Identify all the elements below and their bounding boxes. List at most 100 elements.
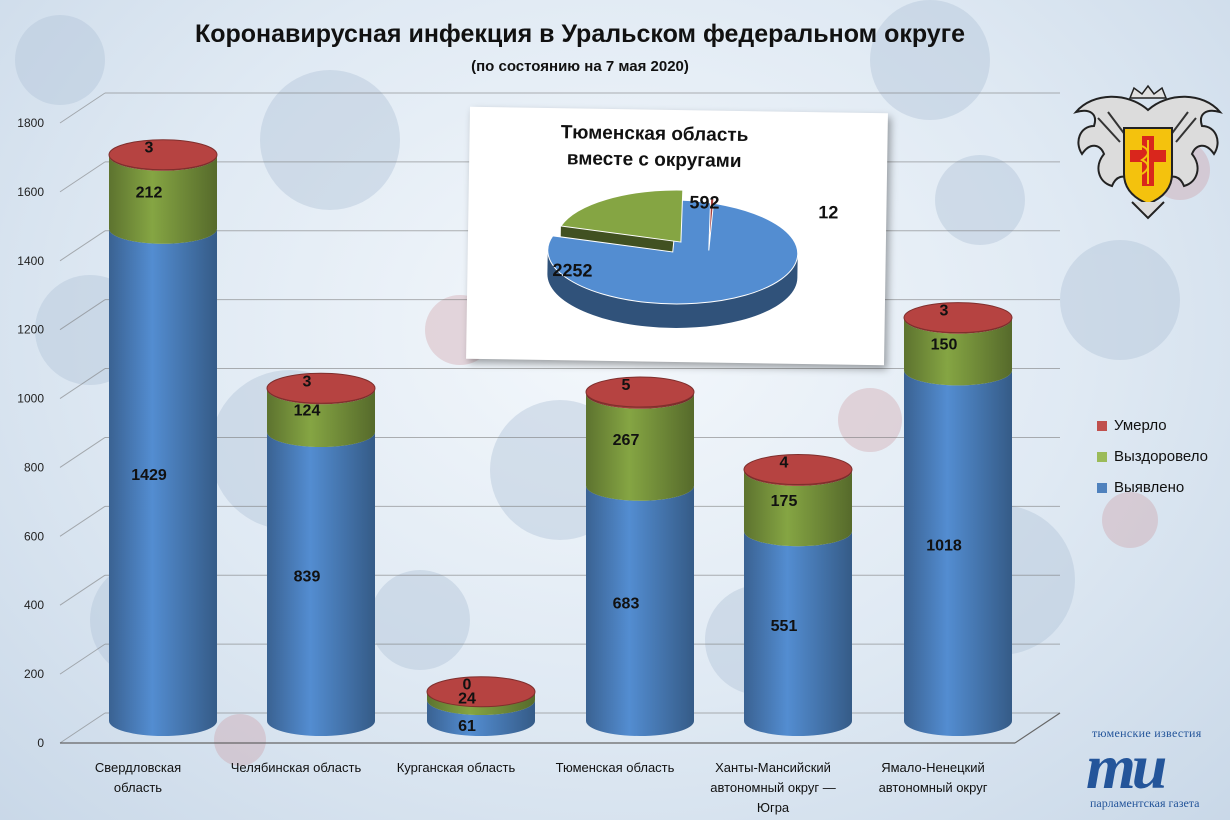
gridline-side: [59, 574, 106, 606]
y-tick-label: 200: [24, 667, 44, 681]
data-label-died: 3: [303, 373, 312, 390]
pie-label-recovered: 592: [689, 192, 719, 212]
x-category-label-line: Югра: [756, 800, 790, 815]
bar-top-cap: [108, 139, 218, 171]
legend-swatch-died: [1097, 420, 1107, 431]
x-category-label: Ямало-Ненецкий автономный округ: [848, 758, 1018, 798]
data-label-recovered: 267: [613, 432, 640, 449]
pie-chart: 2252 592 12: [547, 189, 839, 328]
pie-slice-recovered: [560, 189, 684, 243]
bar-segment-detected: [267, 432, 375, 736]
pie-title: Тюменская область вместе с округами: [529, 120, 780, 176]
y-tick-label: 1400: [17, 254, 44, 268]
x-category-label-line: автономный округ: [878, 780, 988, 795]
brand-top-text: тюменские известия: [1092, 726, 1202, 740]
gridline-side: [59, 712, 106, 744]
x-category-label-line: Тюменская область: [555, 760, 675, 775]
bar-top-cap: [426, 676, 536, 708]
pie-slice-died: [708, 198, 715, 251]
pie-slice-detected: [547, 199, 799, 305]
bar-segment-detected: [109, 228, 217, 737]
legend-label-recovered: Выздоровело: [1114, 448, 1209, 465]
gridline-side: [59, 368, 106, 399]
gridline-side: [59, 230, 106, 262]
bar-segment-detected: [586, 485, 694, 736]
data-label-recovered: 124: [294, 403, 321, 420]
pie-title-line-2: вместе с округами: [566, 148, 742, 173]
bar-segment-recovered: [586, 393, 694, 501]
x-category-label-line: Ямало-Ненецкий: [881, 760, 985, 775]
gridline-side: [59, 505, 106, 537]
bar-segment-recovered: [427, 691, 535, 715]
legend-item-died: Умерло: [1097, 410, 1208, 441]
x-category-label-line: Курганская область: [396, 760, 516, 775]
pie-label-detected: 2252: [552, 260, 592, 281]
legend-swatch-detected: [1097, 482, 1107, 493]
bar-stack: [743, 454, 853, 736]
data-label-detected: 683: [613, 595, 640, 612]
bar-segment-detected: [427, 699, 535, 736]
pie-inset: Тюменская область вместе с округами 2252…: [466, 106, 888, 366]
y-tick-label: 400: [24, 598, 44, 612]
data-label-died: 0: [463, 677, 472, 694]
y-tick-label: 0: [37, 736, 44, 750]
chart-subtitle: (по состоянию на 7 мая 2020): [471, 58, 689, 75]
data-label-died: 3: [145, 140, 154, 157]
rospotrebnadzor-emblem-icon: [1073, 84, 1223, 220]
data-label-recovered: 24: [458, 691, 476, 708]
y-tick-label: 800: [24, 460, 44, 474]
x-category-label: Свердловская область: [53, 758, 223, 798]
pie-title-line-1: Тюменская область: [560, 122, 749, 147]
y-tick-label: 600: [24, 529, 44, 543]
x-category-label-line: Ханты-Мансийский: [715, 760, 831, 775]
bar-top-cap: [743, 454, 853, 486]
bar-top-cap: [585, 376, 695, 408]
x-category-label: Тюменская область: [530, 758, 700, 778]
x-category-label-line: автономный округ —: [710, 780, 836, 795]
y-tick-label: 1000: [17, 392, 44, 406]
bar-stack: [426, 676, 536, 736]
brand-letters: ти: [1086, 731, 1167, 802]
x-category-label-line: Челябинская область: [230, 760, 362, 775]
legend-label-detected: Выявлено: [1114, 479, 1185, 496]
x-category-label: Ханты-Мансийский автономный округ — Югра: [688, 758, 858, 818]
bar-segment-recovered: [904, 318, 1012, 386]
legend-label-died: Умерло: [1114, 417, 1167, 434]
x-category-label-line: Свердловская: [94, 760, 182, 775]
legend-swatch-recovered: [1097, 451, 1107, 462]
bar-stack: [585, 376, 695, 736]
legend-item-detected: Выявлено: [1097, 472, 1208, 503]
brand-bottom-text: парламентская газета: [1090, 796, 1200, 810]
data-label-died: 5: [622, 377, 631, 394]
bar-segment-recovered: [267, 389, 375, 448]
legend: Умерло Выздоровело Выявлено: [1097, 410, 1208, 503]
data-label-died: 4: [780, 455, 789, 472]
data-label-detected: 839: [294, 569, 321, 586]
bar-segment-detected: [744, 531, 852, 736]
data-label-recovered: 175: [771, 493, 798, 510]
data-label-detected: 1429: [131, 467, 167, 484]
gridline-side: [59, 643, 106, 675]
y-tick-label: 1600: [17, 185, 44, 199]
bar-top-cap: [266, 372, 376, 404]
bar-segment-detected: [904, 370, 1012, 736]
chart-title: Коронавирусная инфекция в Уральском феде…: [194, 20, 966, 48]
data-label-detected: 551: [771, 618, 798, 635]
x-category-label: Челябинская область: [211, 758, 381, 778]
gridline-side: [59, 437, 106, 468]
data-label-died: 3: [940, 303, 949, 320]
bar-segment-recovered: [744, 470, 852, 547]
x-category-label-line: область: [113, 780, 163, 795]
data-label-detected: 61: [458, 718, 476, 735]
gridline-side: [59, 161, 106, 193]
y-tick-label: 1800: [17, 116, 44, 130]
legend-item-recovered: Выздоровело: [1097, 441, 1208, 472]
bar-segment-recovered: [109, 155, 217, 244]
gridline-side: [59, 92, 106, 124]
gridline-side: [59, 299, 106, 331]
x-axis-depth: [1014, 712, 1061, 744]
brand-logo: тюменские известия ти парламентская газе…: [1086, 726, 1220, 812]
data-label-recovered: 212: [136, 184, 163, 201]
bar-top-cap: [903, 302, 1013, 334]
